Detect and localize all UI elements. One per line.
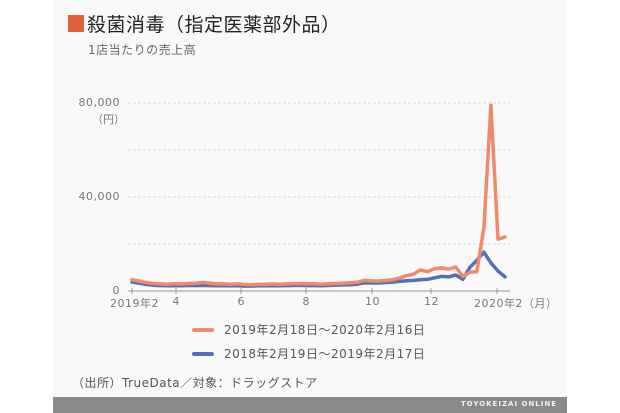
series-line-2019: [130, 103, 507, 287]
source-note: （出所）TrueData／対象：ドラッグストア: [72, 376, 318, 390]
legend-label: 2018年2月19日〜2019年2月17日: [224, 347, 426, 361]
chart-panel: [53, 0, 567, 413]
x-tick-label: 8: [302, 295, 310, 308]
footer-bar: TOYOKEIZAI ONLINE: [53, 397, 567, 413]
x-tick-label: 2020年2（月）: [474, 297, 558, 310]
chart-subtitle: 1店当たりの売上高: [88, 43, 197, 57]
x-tick-label: 4: [172, 295, 180, 308]
x-axis-ticks: [131, 288, 498, 294]
y-tick-80000: 80,000: [78, 96, 120, 109]
legend-label: 2019年2月18日〜2020年2月16日: [224, 323, 426, 337]
chart-header: 殺菌消毒（指定医薬部外品）: [68, 10, 341, 37]
x-tick-label: 10: [365, 295, 380, 308]
legend-swatch-blue-icon: [192, 351, 214, 356]
y-tick-40000: 40,000: [78, 190, 120, 203]
legend-swatch-orange-icon: [192, 327, 214, 332]
title-marker-icon: [68, 15, 84, 32]
brand-logo: TOYOKEIZAI ONLINE: [460, 400, 557, 408]
y-axis-unit: （円）: [92, 113, 125, 126]
x-tick-label: 2019年2: [110, 297, 159, 310]
x-tick-label: 12: [424, 295, 439, 308]
x-tick-label: 6: [237, 295, 245, 308]
legend-item-2018: 2018年2月19日〜2019年2月17日: [192, 345, 425, 362]
y-tick-0: 0: [112, 284, 120, 297]
gridlines: [128, 102, 510, 245]
chart-title: 殺菌消毒（指定医薬部外品）: [87, 14, 341, 36]
legend-item-2019: 2019年2月18日〜2020年2月16日: [192, 321, 425, 338]
